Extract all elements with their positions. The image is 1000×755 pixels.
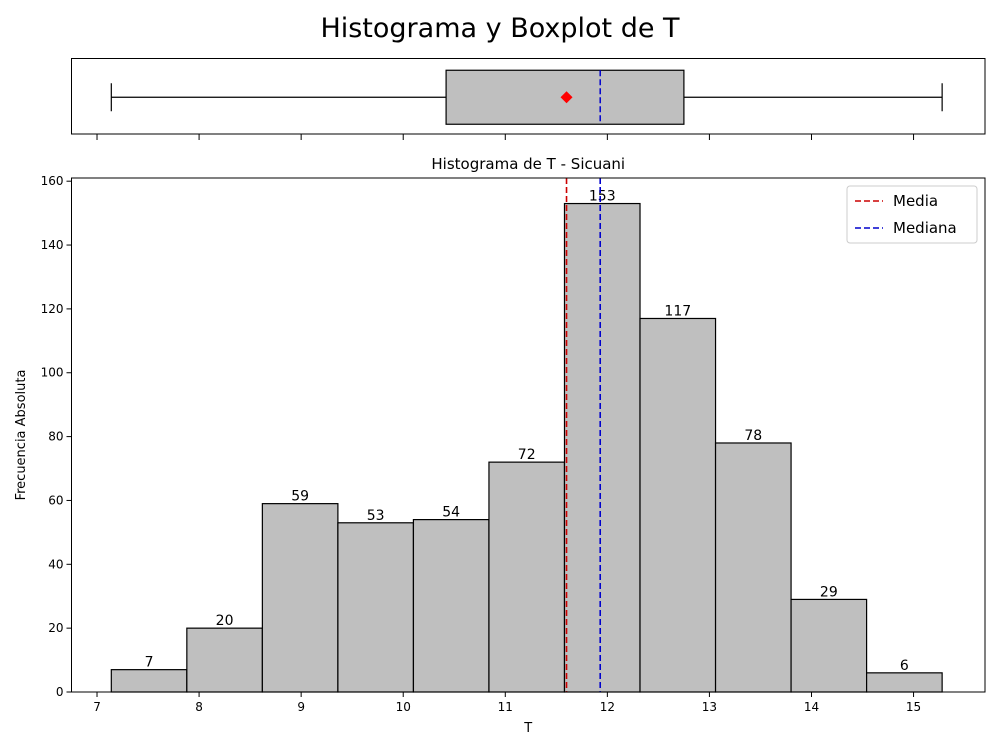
y-tick-label: 160 (41, 174, 64, 188)
x-tick-label: 9 (297, 700, 305, 714)
histogram-title: Histograma de T - Sicuani (431, 155, 625, 173)
y-tick-label: 40 (48, 557, 63, 571)
figure-title: Histograma y Boxplot de T (320, 13, 680, 44)
y-axis-label: Frecuencia Absoluta (14, 370, 29, 501)
bar-count-label: 117 (664, 303, 691, 319)
boxplot-mean-marker (560, 91, 573, 104)
bar-count-label: 53 (367, 508, 385, 524)
y-tick-label: 100 (41, 366, 64, 380)
bar-count-label: 153 (589, 189, 616, 205)
bar-count-label: 6 (900, 658, 909, 674)
bar-count-label: 54 (442, 505, 460, 521)
y-tick-label: 140 (41, 238, 64, 252)
legend-box (846, 185, 978, 244)
x-tick-label: 14 (804, 700, 819, 714)
legend-label: Mediana (893, 219, 957, 237)
x-tick-label: 10 (396, 700, 411, 714)
bar-count-label: 72 (518, 447, 536, 463)
histogram-bar (563, 202, 641, 693)
histogram-bar (488, 461, 566, 693)
y-tick-label: 20 (48, 621, 63, 635)
bar-count-label: 78 (744, 428, 762, 444)
histogram-bar (412, 519, 490, 693)
boxplot-panel (71, 58, 986, 140)
legend-label: Media (893, 192, 938, 210)
histogram-bar (186, 627, 263, 693)
x-tick-label: 11 (498, 700, 513, 714)
x-tick-label: 12 (600, 700, 615, 714)
x-tick-label: 8 (195, 700, 203, 714)
bar-count-label: 29 (820, 584, 838, 600)
x-axis-label: T (523, 721, 532, 736)
histogram-bar (110, 669, 188, 693)
bar-count-label: 7 (145, 655, 154, 671)
histogram-bar (714, 442, 792, 693)
x-tick-label: 13 (702, 700, 717, 714)
bar-count-label: 20 (216, 613, 234, 629)
x-tick-label: 7 (93, 700, 101, 714)
y-tick-label: 60 (48, 493, 63, 507)
histogram-frame (71, 177, 986, 693)
bar-count-label: 59 (291, 489, 309, 505)
histogram-bar (790, 598, 868, 693)
histogram-bar (639, 317, 717, 693)
y-tick-label: 80 (48, 430, 63, 444)
histogram-bar (337, 522, 415, 693)
y-tick-label: 0 (56, 685, 64, 699)
histogram-bar (261, 503, 339, 693)
histogram-bar (866, 672, 943, 693)
x-tick-label: 15 (906, 700, 921, 714)
y-tick-label: 120 (41, 302, 64, 316)
